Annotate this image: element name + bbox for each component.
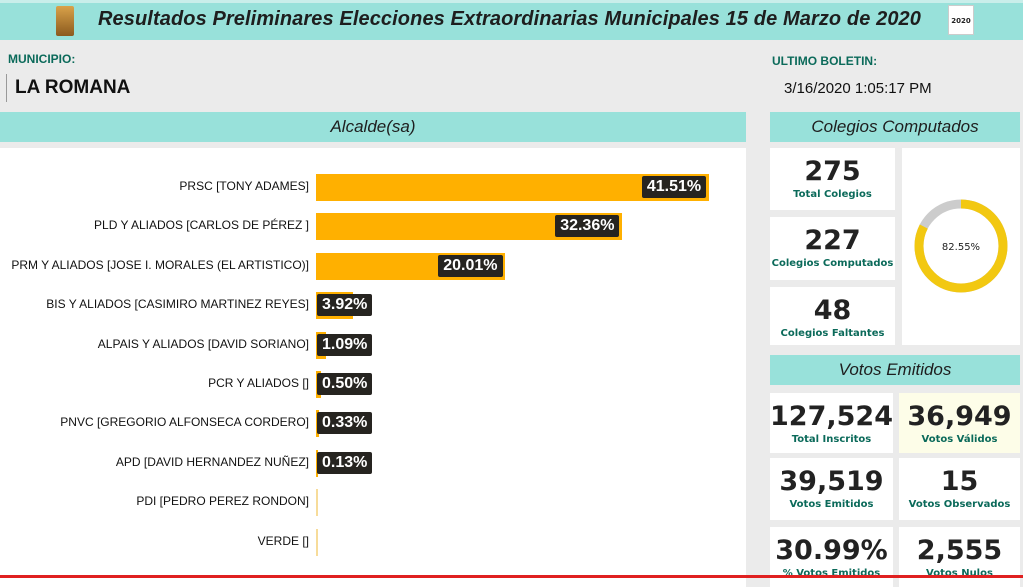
card-votos-emitidos: 39,519 Votos Emitidos [770,458,893,520]
data-label: 32.36% [555,215,620,238]
alcalde-header: Alcalde(sa) [0,112,746,142]
votos-header: Votos Emitidos [770,355,1020,385]
data-label: 20.01% [438,254,503,277]
bar-label: BIS Y ALIADOS [CASIMIRO MARTINEZ REYES] [46,297,309,312]
card-votos-observados: 15 Votos Observados [899,458,1020,520]
donut-card: 82.55% [902,148,1020,345]
bar[interactable] [316,528,318,556]
bar[interactable] [316,489,318,517]
data-label: 0.13% [317,451,373,474]
elecciones-2020-logo: 2020 [948,5,974,35]
municipio-label: MUNICIPIO: [8,52,76,66]
data-label: 1.09% [317,333,373,356]
card-total-inscritos: 127,524 Total Inscritos [770,393,893,453]
card-votos-validos: 36,949 Votos Válidos [899,393,1020,453]
municipio-slicer[interactable]: LA ROMANA [6,74,130,102]
donut-arc [914,199,1008,293]
jce-logo [56,6,74,36]
title-bar [0,0,1023,40]
page-title: Resultados Preliminares Elecciones Extra… [98,8,921,30]
bar-label: PCR Y ALIADOS [] [208,376,309,390]
bar-label: PNVC [GREGORIO ALFONSECA CORDERO] [60,415,309,430]
donut-label: 82.55% [942,242,980,253]
bar-label: VERDE [] [257,533,309,548]
card-pct-votos-emitidos: 30.99%% Votos Emitidos [770,527,893,587]
alcalde-bar-chart: PRSC [TONY ADAMES] 41.51% PLD Y ALIADOS [C… [0,148,746,587]
boletin-date: 3/16/2020 1:05:17 PM [784,80,932,97]
bar-label: PRSC [TONY ADAMES] [179,179,309,193]
data-label: 41.51% [641,176,707,198]
boletin-label: ULTIMO BOLETIN: [772,54,878,68]
data-label: 3.92% [317,294,373,317]
card-votos-nulos: 2,555 Votos Nulos [899,527,1020,587]
card-colegios-faltantes: 48 Colegios Faltantes [770,287,895,345]
colegios-header: Colegios Computados [770,112,1020,142]
card-total-colegios: 275 Total Colegios [770,148,895,210]
bar-label: PDI [PEDRO PEREZ RONDON] [136,494,309,509]
bar-label: PRM Y ALIADOS [JOSE I. MORALES (EL ARTIS… [11,257,309,272]
data-label: 0.33% [317,412,373,435]
bar-label: APD [DAVID HERNANDEZ NUÑEZ] [115,454,309,469]
colegios-donut: 82.55% [914,199,1008,293]
bar-label: ALPAIS Y ALIADOS [DAVID SORIANO] [97,336,309,351]
video-progress-bar[interactable] [0,575,1023,578]
data-label: 0.50% [317,373,373,395]
bar-label: PLD Y ALIADOS [CARLOS DE PÉREZ ] [94,218,309,233]
card-colegios-computados: 227 Colegios Computados [770,217,895,280]
